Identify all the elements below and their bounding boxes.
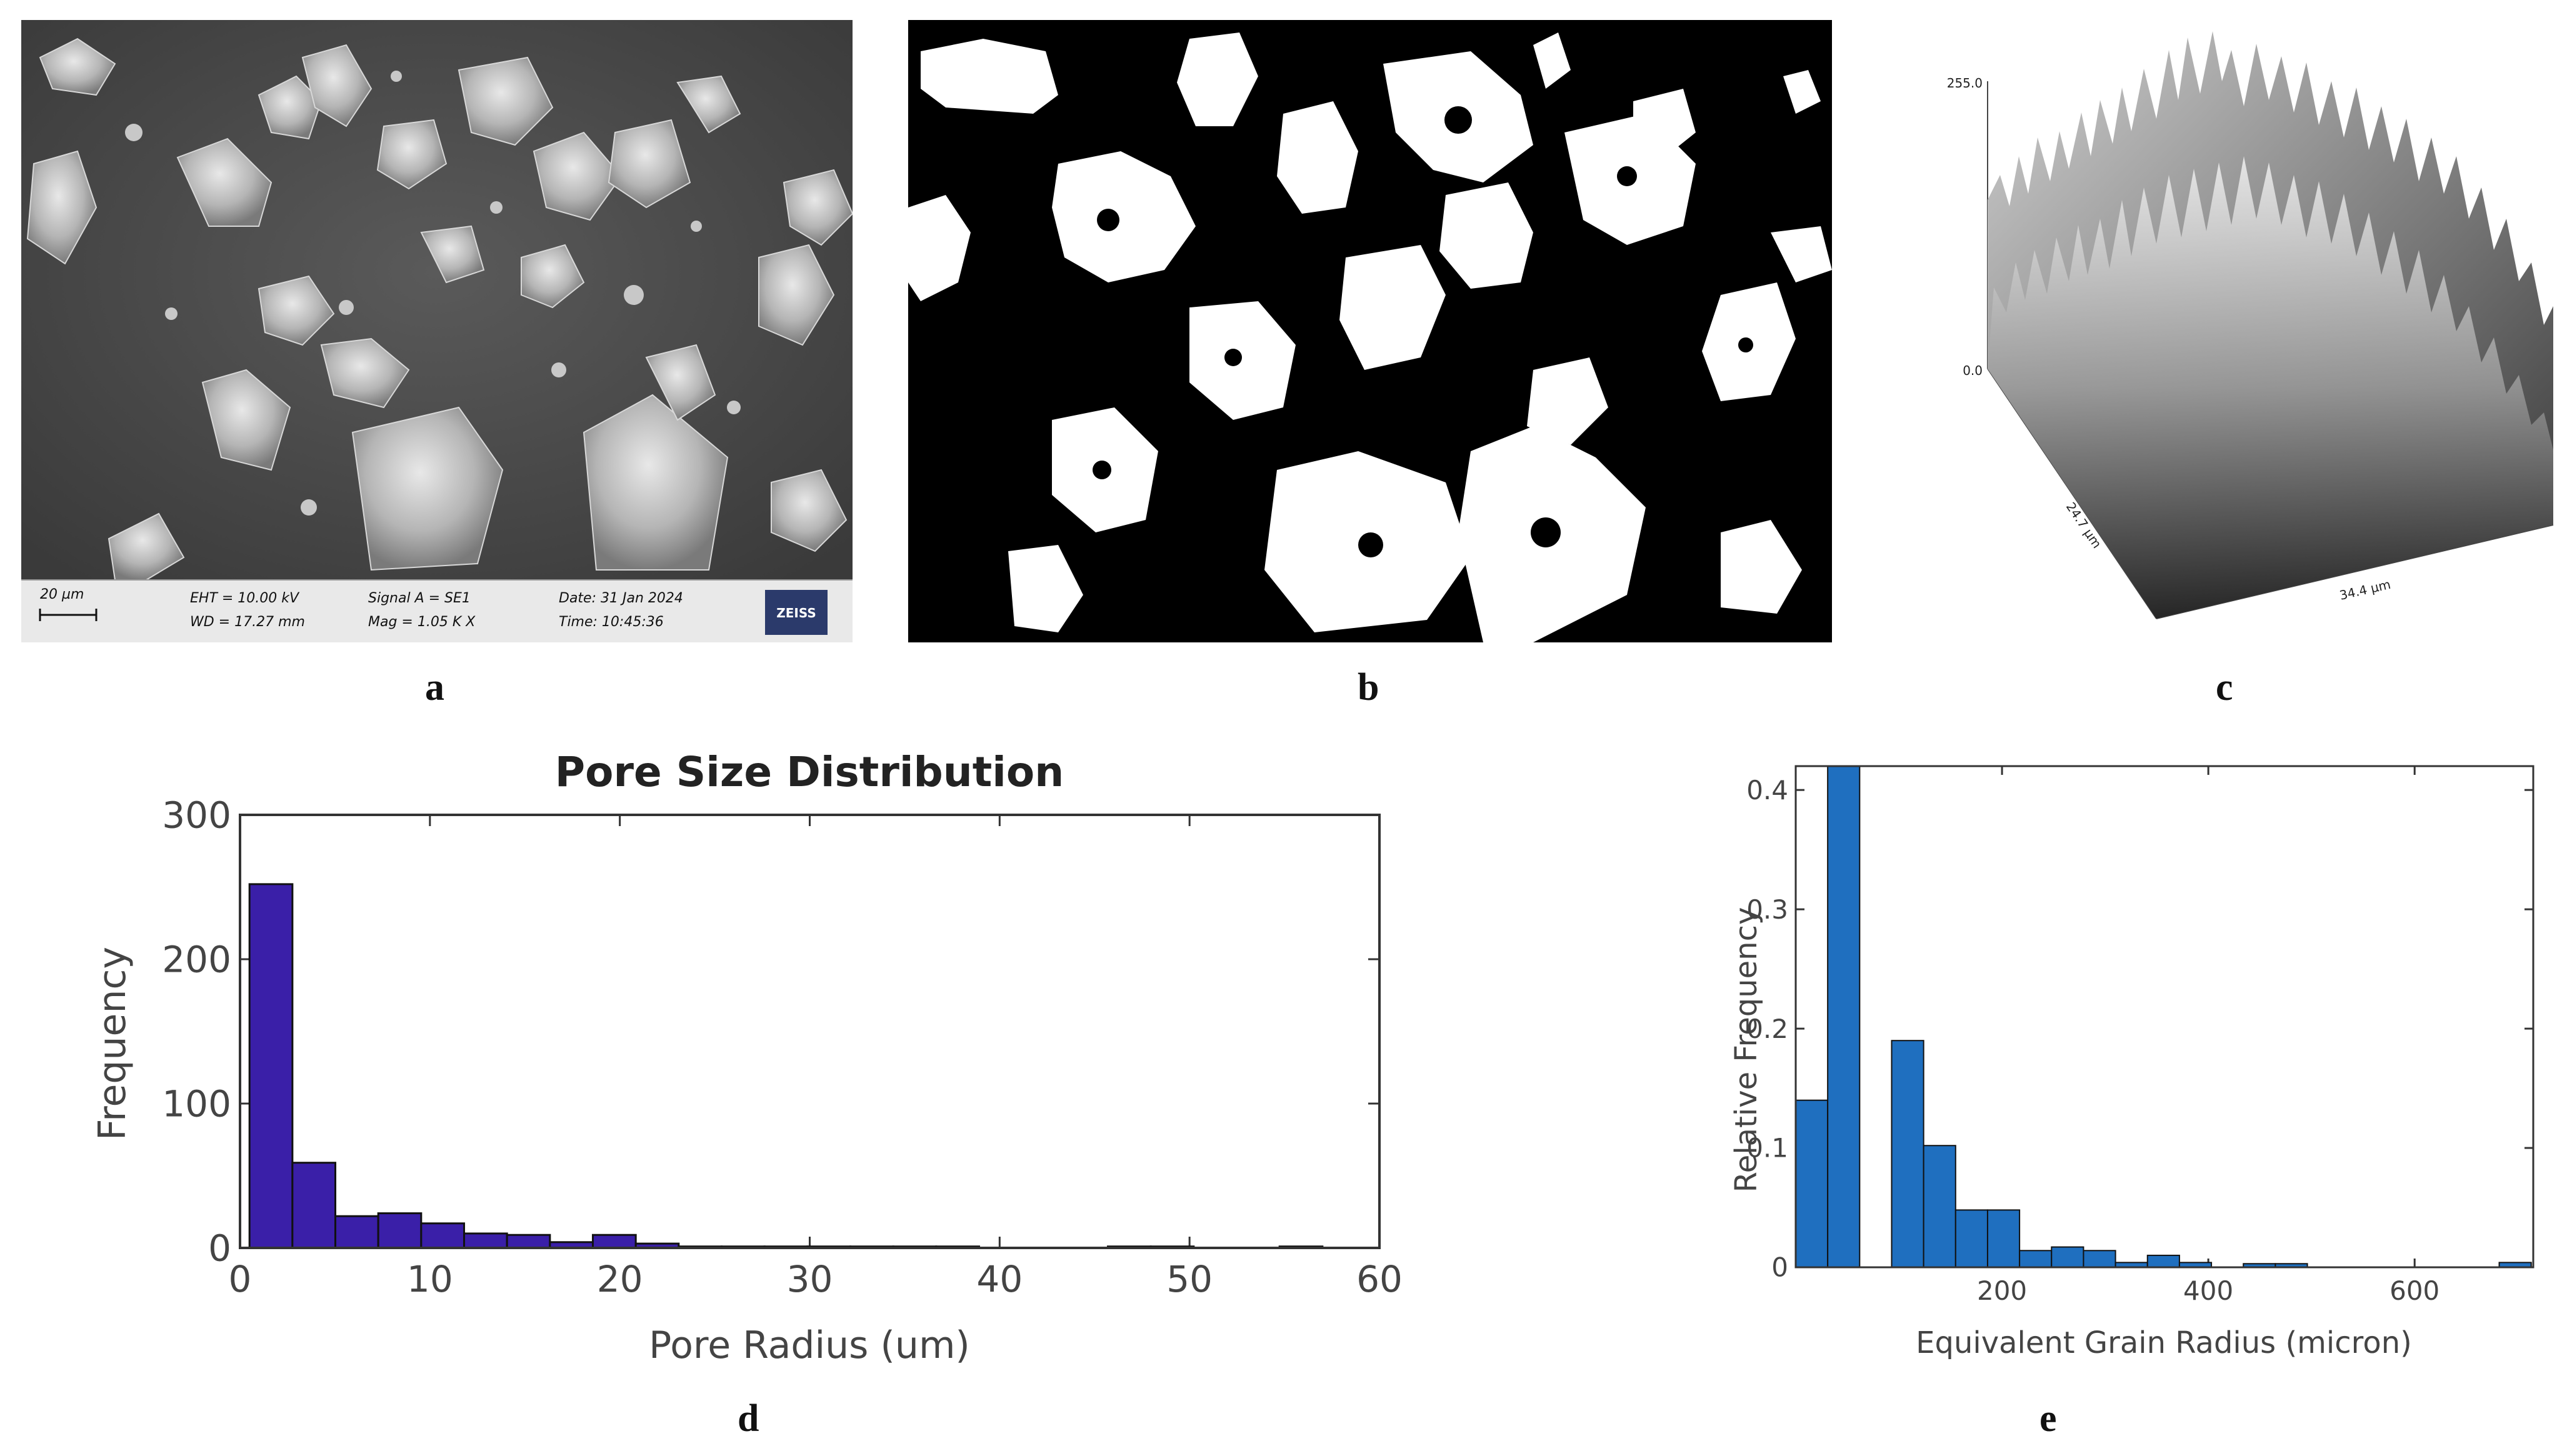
sem-micrograph: 20 µm EHT = 10.00 kV WD = 17.27 mm Signa… (21, 20, 854, 642)
y-tick-label: 0 (208, 1227, 231, 1269)
histogram-bar (2083, 1250, 2116, 1268)
y-axis-label: Frequency (91, 947, 134, 1140)
histogram-bar (334, 1215, 379, 1249)
x-tick-label: 50 (1166, 1258, 1213, 1300)
y-tick-label: 0 (1771, 1252, 1788, 1283)
zeiss-logo-text: ZEISS (776, 606, 816, 621)
histogram-bar (1827, 765, 1861, 1268)
y-tick-label: 0.1 (1746, 1133, 1788, 1164)
histogram-bar (2146, 1254, 2180, 1269)
histogram-bar (2019, 1250, 2053, 1268)
histogram-bar (1954, 1209, 1988, 1268)
chart-title: Pore Size Distribution (555, 748, 1064, 796)
y-axis-label: Relative Frequency (1729, 907, 1764, 1193)
z-min-label: 0.0 (1963, 363, 1983, 378)
panel-label-a: a (425, 666, 444, 709)
pore-size-chart: Pore Size Distribution Pore Radius (um) … (91, 748, 1403, 1367)
sem-scale-bar-label: 20 µm (40, 587, 84, 602)
y-tick-label: 0.3 (1746, 894, 1788, 925)
histogram-bar (1986, 1209, 2021, 1268)
panel-label-d: d (738, 1397, 759, 1440)
histogram-bar (377, 1212, 423, 1249)
panel-label-e: e (2039, 1397, 2057, 1440)
panel-label-c: c (2216, 666, 2233, 709)
x-tick-label: 60 (1356, 1258, 1403, 1300)
histogram-bar (291, 1162, 337, 1249)
x-dimension-label: 34.4 µm (2338, 577, 2392, 603)
grain-radius-chart: Equivalent Grain Radius (micron) Relativ… (1729, 765, 2534, 1360)
y-tick-label: 300 (162, 794, 231, 836)
plot-frame (1794, 765, 2534, 1269)
histogram-bar (420, 1222, 466, 1249)
histogram-bar (463, 1232, 508, 1249)
surface-plot-panel: 255.0 0.0 24.7 µm 34.4 µm (1900, 12, 2557, 656)
x-tick-label: 400 (2183, 1275, 2233, 1306)
x-tick-label: 10 (407, 1258, 453, 1300)
surface-3d-plot: 255.0 0.0 24.7 µm 34.4 µm (1947, 31, 2554, 619)
x-tick-label: 0 (229, 1258, 252, 1300)
binary-image-panel (908, 20, 1832, 642)
histogram-bar (248, 883, 294, 1249)
sem-signal: Signal A = SE1 (368, 591, 471, 606)
y-tick-label: 100 (162, 1082, 231, 1125)
histogram-bar (1923, 1145, 1956, 1268)
grain-radius-chart-panel: Equivalent Grain Radius (micron) Relativ… (1713, 744, 2557, 1375)
x-axis-label: Pore Radius (um) (649, 1324, 970, 1367)
x-tick-label: 30 (787, 1258, 833, 1300)
histogram-bar (506, 1234, 551, 1249)
plot-frame (239, 814, 1381, 1249)
sem-wd: WD = 17.27 mm (190, 614, 305, 630)
sem-image-panel: 20 µm EHT = 10.00 kV WD = 17.27 mm Signa… (21, 20, 854, 642)
z-max-label: 255.0 (1947, 76, 1983, 91)
sem-eht: EHT = 10.00 kV (190, 591, 300, 606)
y-tick-label: 200 (162, 938, 231, 980)
pore-size-chart-panel: Pore Size Distribution Pore Radius (um) … (63, 737, 1438, 1381)
y-tick-label: 0.4 (1746, 775, 1788, 805)
sem-time: Time: 10:45:36 (559, 614, 664, 630)
histogram-bar (592, 1234, 637, 1249)
sem-date: Date: 31 Jan 2024 (559, 591, 683, 606)
x-axis-label: Equivalent Grain Radius (micron) (1916, 1325, 2412, 1360)
histogram-bar (1795, 1099, 1829, 1269)
zeiss-logo (765, 590, 828, 635)
y-tick-label: 0.2 (1746, 1014, 1788, 1044)
panel-label-b: b (1358, 666, 1379, 709)
x-tick-label: 200 (1977, 1275, 2027, 1306)
sem-mag: Mag = 1.05 K X (368, 614, 476, 630)
x-tick-label: 600 (2389, 1275, 2439, 1306)
x-tick-label: 40 (976, 1258, 1023, 1300)
x-tick-label: 20 (597, 1258, 643, 1300)
binary-segmentation-image (908, 20, 1832, 642)
histogram-bar (1891, 1040, 1924, 1268)
histogram-bar (2051, 1246, 2084, 1268)
